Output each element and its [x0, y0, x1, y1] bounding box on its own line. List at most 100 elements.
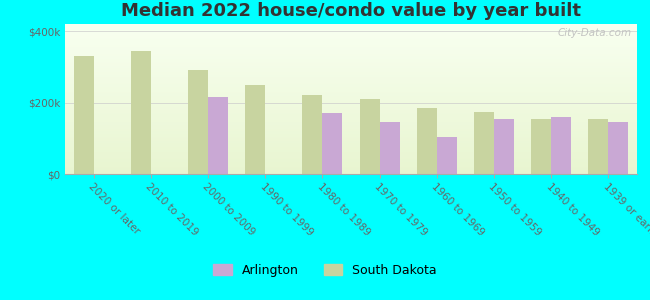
Bar	[65, 146, 637, 147]
Bar	[65, 54, 637, 56]
Bar	[65, 92, 637, 93]
Bar	[65, 136, 637, 138]
Text: City-Data.com: City-Data.com	[557, 28, 631, 38]
Bar	[65, 81, 637, 82]
Bar	[417, 108, 437, 174]
Bar	[65, 46, 637, 48]
Bar	[65, 135, 637, 136]
Bar	[65, 85, 637, 87]
Bar	[65, 82, 637, 84]
Bar	[65, 102, 637, 104]
Bar	[65, 75, 637, 76]
Bar	[65, 28, 637, 30]
Bar	[65, 40, 637, 42]
Bar	[65, 42, 637, 44]
Bar	[65, 148, 637, 150]
Bar	[65, 27, 637, 28]
Bar	[65, 64, 637, 66]
Bar	[65, 169, 637, 171]
Bar	[65, 168, 637, 170]
Bar	[65, 26, 637, 27]
Bar	[65, 172, 637, 174]
Bar	[65, 138, 637, 140]
Bar	[65, 122, 637, 123]
Bar	[494, 118, 514, 174]
Bar	[65, 141, 637, 142]
Bar	[65, 56, 637, 57]
Bar	[65, 70, 637, 72]
Bar	[65, 78, 637, 80]
Bar	[65, 114, 637, 116]
Bar	[65, 44, 637, 45]
Bar	[65, 96, 637, 98]
Bar	[65, 123, 637, 124]
Bar	[65, 84, 637, 86]
Bar	[65, 112, 637, 114]
Bar	[531, 118, 551, 174]
Bar	[65, 103, 637, 105]
Bar	[65, 116, 637, 117]
Bar	[65, 159, 637, 160]
Bar	[380, 122, 400, 174]
Bar	[65, 152, 637, 153]
Bar	[608, 122, 629, 174]
Bar	[65, 51, 637, 52]
Bar	[65, 132, 637, 134]
Bar	[65, 68, 637, 69]
Bar	[65, 24, 637, 26]
Bar	[73, 56, 94, 174]
Bar	[65, 50, 637, 51]
Bar	[65, 34, 637, 36]
Bar	[65, 33, 637, 34]
Bar	[65, 93, 637, 94]
Bar	[65, 48, 637, 50]
Bar	[65, 106, 637, 108]
Bar	[65, 153, 637, 154]
Bar	[65, 171, 637, 172]
Bar	[65, 74, 637, 75]
Bar	[65, 150, 637, 152]
Bar	[65, 164, 637, 165]
Bar	[131, 51, 151, 174]
Bar	[65, 80, 637, 81]
Bar	[65, 126, 637, 128]
Bar	[302, 95, 322, 174]
Bar	[65, 111, 637, 112]
Bar	[188, 70, 208, 174]
Bar	[65, 142, 637, 144]
Legend: Arlington, South Dakota: Arlington, South Dakota	[208, 259, 442, 282]
Bar	[437, 136, 457, 174]
Bar	[65, 154, 637, 156]
Bar	[65, 66, 637, 68]
Bar	[65, 32, 637, 33]
Bar	[65, 99, 637, 100]
Bar	[588, 118, 608, 174]
Bar	[65, 30, 637, 31]
Bar	[65, 124, 637, 126]
Bar	[65, 105, 637, 106]
Bar	[359, 99, 380, 174]
Bar	[65, 134, 637, 135]
Bar	[65, 129, 637, 130]
Bar	[65, 128, 637, 129]
Bar	[65, 58, 637, 60]
Bar	[65, 118, 637, 120]
Bar	[65, 162, 637, 164]
Bar	[65, 52, 637, 54]
Bar	[65, 69, 637, 70]
Bar	[65, 90, 637, 92]
Bar	[65, 147, 637, 148]
Bar	[551, 117, 571, 174]
Bar	[65, 100, 637, 102]
Bar	[65, 76, 637, 78]
Bar	[65, 158, 637, 159]
Bar	[65, 45, 637, 46]
Bar	[65, 61, 637, 63]
Bar	[245, 85, 265, 174]
Bar	[65, 88, 637, 90]
Bar	[65, 120, 637, 122]
Bar	[65, 57, 637, 58]
Bar	[65, 87, 637, 88]
Bar	[65, 156, 637, 158]
Bar	[65, 140, 637, 141]
